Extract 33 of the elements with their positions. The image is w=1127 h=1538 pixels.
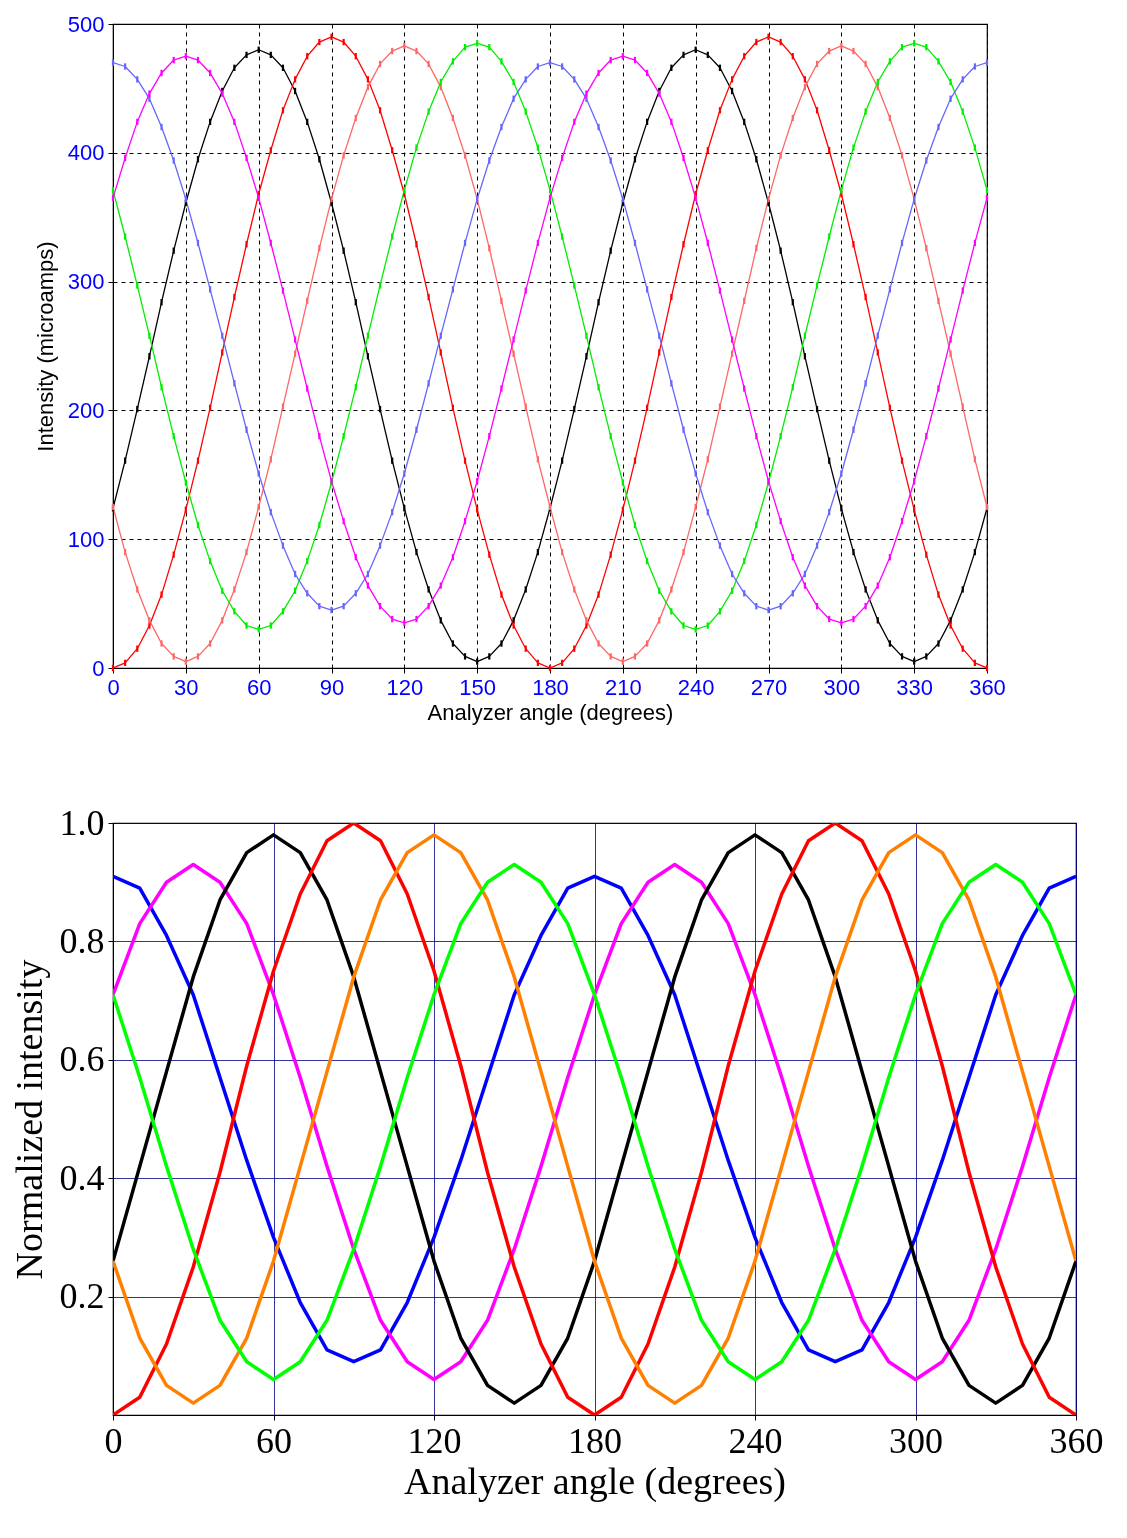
- y-tick-label: 0: [92, 655, 105, 681]
- x-tick-label: 210: [604, 674, 642, 700]
- x-tick-label: 120: [386, 674, 424, 700]
- x-tick-label: 300: [823, 674, 861, 700]
- y-tick-label: 500: [67, 11, 105, 37]
- x-tick-label: 270: [750, 674, 788, 700]
- y-tick-label: 0.6: [59, 1039, 105, 1080]
- y-tick-label: 100: [67, 526, 105, 552]
- y-tick-label: 200: [67, 397, 105, 423]
- y-tick-label: 400: [67, 140, 105, 166]
- x-tick-label: 360: [969, 674, 1006, 700]
- x-tick-label: 240: [728, 1420, 783, 1461]
- x-axis-title: Analyzer angle (degrees): [427, 699, 674, 725]
- x-tick-label: 60: [256, 1420, 292, 1461]
- x-tick-label: 240: [677, 674, 715, 700]
- x-axis-title: Analyzer angle (degrees): [404, 1459, 786, 1503]
- x-tick-label: 300: [889, 1420, 943, 1461]
- x-tick-label: 330: [896, 674, 934, 700]
- y-tick-label: 1.0: [59, 802, 105, 843]
- x-tick-label: 30: [174, 674, 199, 700]
- x-tick-label: 360: [1049, 1420, 1104, 1461]
- x-tick-label: 180: [568, 1420, 622, 1461]
- y-axis-title: Normalized intensity: [7, 959, 50, 1280]
- x-tick-label: 120: [407, 1420, 462, 1461]
- y-tick-label: 300: [67, 269, 105, 295]
- x-tick-label: 180: [532, 674, 569, 700]
- x-tick-label: 90: [319, 674, 345, 700]
- y-axis-title: Intensity (microamps): [32, 241, 58, 452]
- x-tick-label: 60: [246, 674, 272, 700]
- y-tick-label: 0.8: [59, 920, 105, 961]
- x-tick-label: 150: [459, 674, 497, 700]
- y-tick-label: 0.4: [59, 1157, 105, 1198]
- y-tick-label: 0.2: [59, 1276, 105, 1317]
